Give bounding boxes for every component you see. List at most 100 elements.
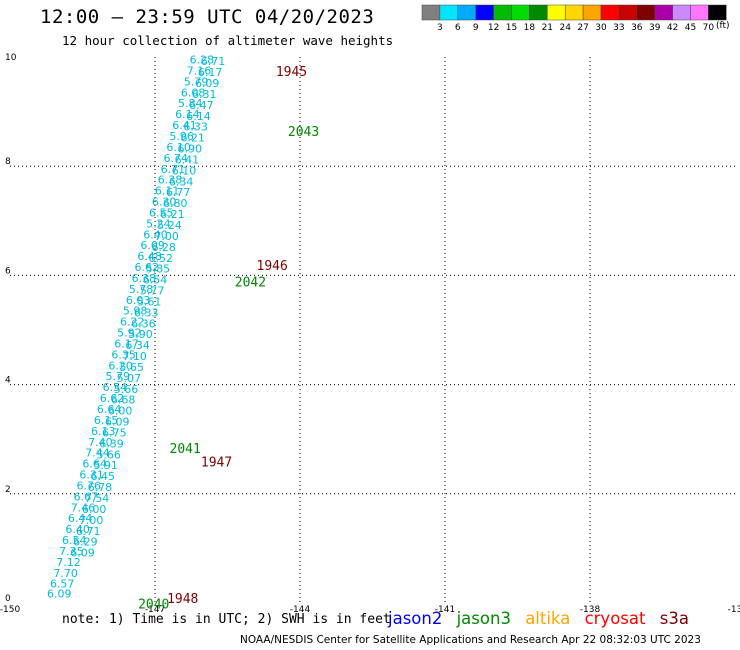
wave-height-label: 6.41 [175, 153, 200, 166]
wave-height-label: 6.41 [172, 119, 197, 132]
wave-height-label: 6.17 [198, 66, 223, 79]
color-scale-label: 24 [559, 23, 571, 33]
y-tick-label: 10 [5, 53, 17, 63]
wave-height-label: 6.90 [178, 143, 203, 156]
wave-height-label: 6.47 [189, 99, 214, 112]
wave-height-label: 6.71 [161, 163, 186, 176]
y-tick-label: 6 [5, 266, 11, 276]
wave-height-label: 6.62 [135, 261, 160, 274]
wave-height-label: 6.71 [201, 55, 226, 68]
x-tick-label: -141 [435, 605, 455, 615]
wave-height-label: 6.48 [137, 250, 162, 263]
color-scale-swatch [672, 4, 691, 21]
wave-height-label: 5.90 [128, 328, 153, 341]
wave-height-label: 6.36 [131, 317, 156, 330]
wave-height-label: 7.35 [59, 545, 84, 558]
wave-height-label: 5.77 [140, 285, 165, 298]
pass-time-label: 2040 [138, 597, 169, 612]
pass-time-label: 2042 [235, 275, 266, 290]
wave-height-label: 7.16 [187, 64, 212, 77]
chart-title: 12:00 — 23:59 UTC 04/20/2023 [40, 6, 375, 28]
pass-time-label: 2041 [170, 442, 201, 457]
wave-height-label: 6.17 [114, 337, 139, 350]
wave-height-label: 6.29 [73, 536, 98, 549]
pass-time-label: 1947 [201, 456, 232, 471]
color-scale-swatch [439, 4, 459, 21]
wave-height-label: 6.77 [166, 186, 191, 199]
wave-height-label: 7.46 [71, 501, 96, 514]
y-tick-label: 4 [5, 376, 11, 386]
wave-height-label: 5.79 [106, 370, 131, 383]
wave-height-label: 6.34 [169, 175, 194, 188]
wave-height-label: 6.54 [62, 534, 87, 547]
wave-height-label: 5.61 [137, 295, 162, 308]
wave-height-labels: 6.096.577.707.127.356.546.406.447.466.67… [47, 54, 225, 601]
wave-height-label: 6.54 [143, 274, 168, 287]
wave-height-label: 6.00 [108, 405, 133, 418]
wave-height-label: 5.78 [129, 283, 154, 296]
wave-height-label: 6.52 [149, 252, 174, 265]
wave-height-label: 6.62 [100, 392, 125, 405]
wave-height-label: 5.24 [157, 219, 182, 232]
pass-time-label: 1946 [257, 259, 288, 274]
color-scale-swatch [636, 4, 655, 21]
color-scale-swatch [654, 4, 673, 21]
wave-height-label: 6.44 [68, 512, 93, 525]
wave-height-label: 6.80 [163, 197, 188, 210]
wave-height-label: 6.10 [166, 141, 191, 154]
wave-height-label: 6.03 [126, 294, 151, 307]
wave-height-label: 6.28 [151, 241, 176, 254]
wave-height-label: 6.74 [164, 152, 189, 165]
chart-subtitle: 12 hour collection of altimeter wave hei… [62, 33, 394, 48]
color-scale-label: 39 [649, 23, 661, 33]
wave-height-label: 6.38 [132, 272, 157, 285]
wave-height-label: 5.07 [117, 372, 142, 385]
wave-height-label: 5.96 [169, 130, 194, 143]
color-scale-swatch [529, 4, 548, 21]
wave-height-label: 6.78 [88, 481, 113, 494]
x-tick-label: -13 [728, 605, 740, 615]
legend-altika: altika [525, 609, 571, 628]
wave-height-label: 6.40 [143, 228, 168, 241]
wave-height-label: 6.33 [183, 121, 208, 134]
wave-height-label: 7.10 [122, 350, 147, 363]
color-scale-swatch [564, 4, 584, 21]
color-scale-label: 27 [577, 23, 588, 33]
y-tick-label: 2 [5, 485, 11, 495]
wave-height-label: 6.30 [152, 196, 177, 209]
color-scale-swatch [511, 4, 530, 21]
wave-height-label: 7.40 [88, 436, 113, 449]
x-tick-label: -150 [0, 605, 20, 615]
color-scale-swatch [708, 4, 727, 21]
wave-height-label: 6.00 [82, 503, 107, 516]
wave-height-label: 6.76 [77, 479, 102, 492]
wave-height-label: 6.71 [76, 525, 101, 538]
color-scale-label: 3 [437, 23, 443, 33]
wave-height-label: 6.31 [192, 88, 217, 101]
wave-height-label: 5.91 [93, 459, 118, 472]
footer-note: note: 1) Time is in UTC; 2) SWH is in fe… [62, 612, 391, 627]
x-tick-label: -144 [290, 605, 311, 615]
footer-credit: NOAA/NESDIS Center for Satellite Applica… [240, 634, 701, 646]
wave-height-label: 6.55 [149, 206, 174, 219]
y-tick-label: 8 [5, 157, 11, 167]
wave-height-label: 6.09 [105, 416, 130, 429]
wave-height-label: 6.75 [102, 426, 127, 439]
wave-height-label: 6.39 [99, 437, 124, 450]
wave-height-label: 6.38 [158, 174, 183, 187]
color-scale-label: 18 [524, 23, 536, 33]
grid-lines [10, 57, 735, 603]
color-scale-label: 70 [703, 23, 715, 33]
wave-height-label: 5.98 [123, 305, 148, 318]
color-scale-swatch [421, 4, 441, 21]
wave-height-label: 5.92 [117, 327, 142, 340]
legend-jason3: jason3 [456, 609, 511, 628]
color-scale-swatch [493, 4, 512, 21]
wave-height-label: 6.20 [108, 359, 133, 372]
wave-height-label: 6.15 [94, 414, 119, 427]
color-scale-label: 21 [542, 23, 553, 33]
wave-height-label: 6.64 [82, 458, 107, 471]
wave-height-label: 6.11 [155, 185, 180, 198]
wave-height-label: 5.79 [184, 75, 209, 88]
wave-height-label: 6.14 [175, 108, 200, 121]
